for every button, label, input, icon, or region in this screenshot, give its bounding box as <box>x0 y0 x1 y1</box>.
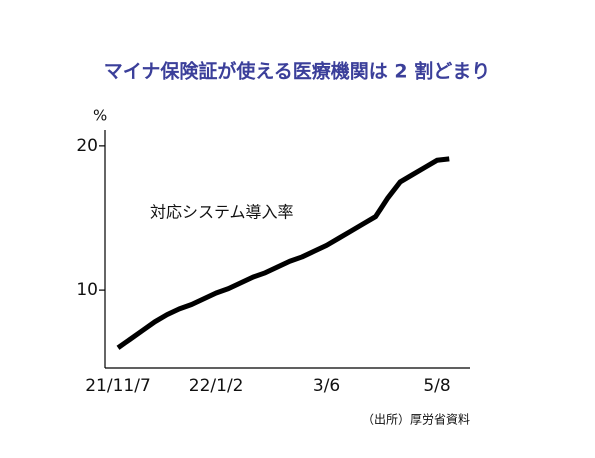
y-axis-label: % <box>93 107 107 125</box>
x-tick-label: 5/8 <box>423 376 450 396</box>
x-tick-label: 3/6 <box>313 376 340 396</box>
data-line <box>116 156 450 350</box>
chart-title: マイナ保険証が使える医療機関は 2 割どまり <box>104 60 491 83</box>
y-tick-label: 20 <box>76 136 98 156</box>
source: （出所）厚労省資料 <box>362 413 470 427</box>
annotation: 対応システム導入率 <box>150 203 294 222</box>
x-tick-label: 22/1/2 <box>189 376 244 396</box>
y-tick-label: 10 <box>76 280 98 300</box>
x-tick-label: 21/11/7 <box>85 376 151 396</box>
